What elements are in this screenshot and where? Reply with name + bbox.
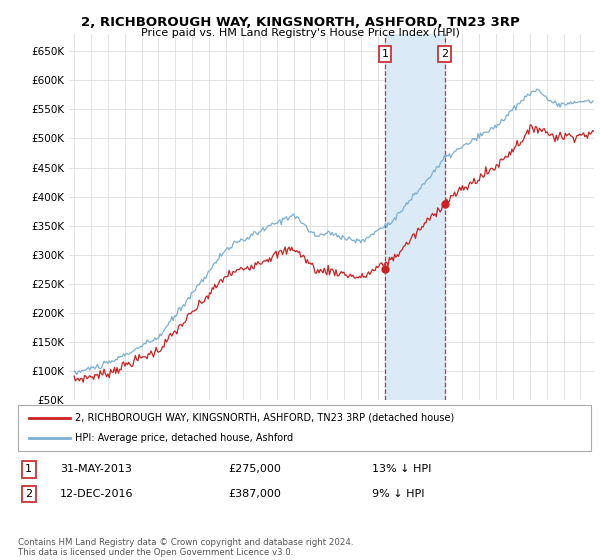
Text: 1: 1 xyxy=(382,49,388,59)
Text: 2, RICHBOROUGH WAY, KINGSNORTH, ASHFORD, TN23 3RP: 2, RICHBOROUGH WAY, KINGSNORTH, ASHFORD,… xyxy=(80,16,520,29)
Text: HPI: Average price, detached house, Ashford: HPI: Average price, detached house, Ashf… xyxy=(76,433,293,443)
Text: 2: 2 xyxy=(25,489,32,499)
Text: 31-MAY-2013: 31-MAY-2013 xyxy=(60,464,132,474)
Text: Price paid vs. HM Land Registry's House Price Index (HPI): Price paid vs. HM Land Registry's House … xyxy=(140,28,460,38)
Text: 2, RICHBOROUGH WAY, KINGSNORTH, ASHFORD, TN23 3RP (detached house): 2, RICHBOROUGH WAY, KINGSNORTH, ASHFORD,… xyxy=(76,413,455,423)
Text: 2: 2 xyxy=(441,49,448,59)
Text: 13% ↓ HPI: 13% ↓ HPI xyxy=(372,464,431,474)
Text: 1: 1 xyxy=(25,464,32,474)
Text: Contains HM Land Registry data © Crown copyright and database right 2024.
This d: Contains HM Land Registry data © Crown c… xyxy=(18,538,353,557)
Bar xyxy=(385,34,445,400)
Text: 12-DEC-2016: 12-DEC-2016 xyxy=(60,489,133,499)
Text: £387,000: £387,000 xyxy=(228,489,281,499)
Text: 9% ↓ HPI: 9% ↓ HPI xyxy=(372,489,425,499)
Text: £275,000: £275,000 xyxy=(228,464,281,474)
